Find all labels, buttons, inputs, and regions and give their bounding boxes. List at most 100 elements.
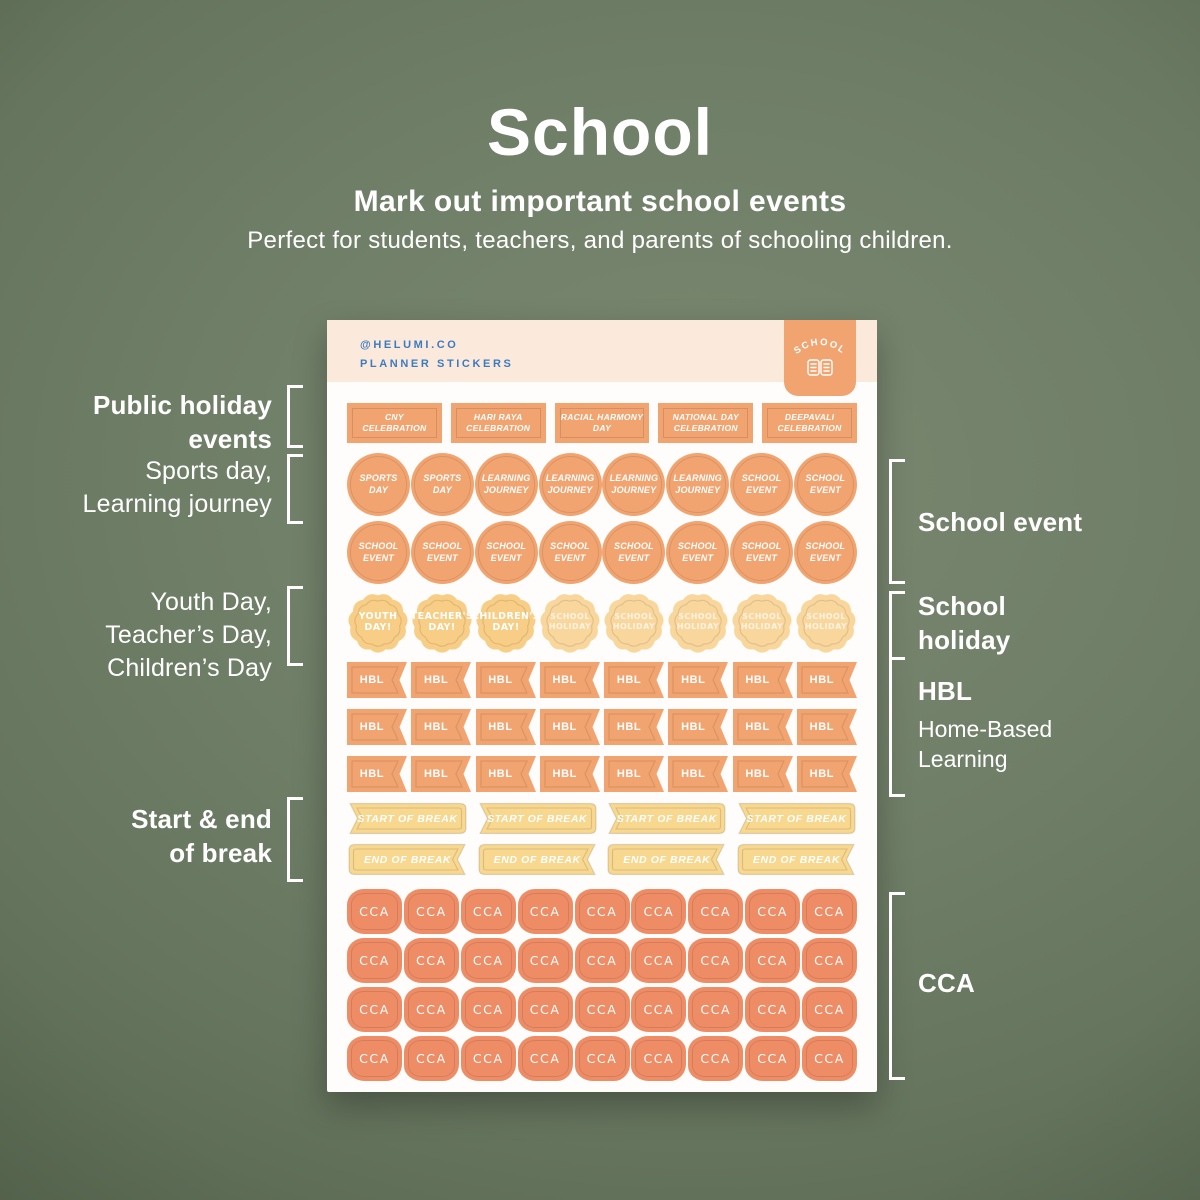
sticker-cca: CCA xyxy=(460,987,516,1032)
brand-product: PLANNER STICKERS xyxy=(360,357,514,370)
sticker-sports-day: SPORTS DAY xyxy=(410,453,474,516)
sticker-cca: CCA xyxy=(347,938,402,983)
page-title: School xyxy=(486,95,713,169)
bracket-public-holiday xyxy=(287,385,303,448)
annotation-line: HBL xyxy=(918,676,973,706)
annotation-youth-teachers-childrens-day: Youth Day, Teacher’s Day, Children’s Day xyxy=(105,586,272,685)
sticker-hbl: HBL xyxy=(604,709,665,745)
sticker-cca: CCA xyxy=(460,938,516,983)
sticker-hbl: HBL xyxy=(796,709,857,745)
sticker-end-of-break: END OF BREAK xyxy=(477,843,598,876)
sticker-hbl: HBL xyxy=(475,662,536,698)
sticker-cca: CCA xyxy=(688,889,744,934)
sticker-row-rect: CNY CELEBRATION HARI RAYA CELEBRATION RACI… xyxy=(327,403,877,443)
sticker-end-of-break: END OF BREAK xyxy=(736,843,857,876)
sticker-school-holiday: SCHOOL HOLIDAY xyxy=(539,589,601,655)
sticker-hbl: HBL xyxy=(732,756,793,792)
sticker-cca: CCA xyxy=(403,1036,459,1081)
sticker-cca: CCA xyxy=(517,938,573,983)
sticker-hbl: HBL xyxy=(732,662,793,698)
sticker-cca: CCA xyxy=(631,938,687,983)
sticker-start-of-break: START OF BREAK xyxy=(477,802,598,835)
annotation-school-event: School event xyxy=(918,505,1082,539)
annotation-line: holiday xyxy=(918,625,1011,655)
sticker-school-event: SCHOOL EVENT xyxy=(793,521,857,584)
sticker-deepavali-celebration: DEEPAVALI CELEBRATION xyxy=(762,403,857,443)
brand-text: @HELUMI.CO PLANNER STICKERS xyxy=(360,336,513,373)
sticker-cca: CCA xyxy=(688,1036,744,1081)
sticker-hbl: HBL xyxy=(796,662,857,698)
sticker-hbl: HBL xyxy=(411,709,472,745)
sticker-hari-raya-celebration: HARI RAYA CELEBRATION xyxy=(450,403,546,443)
annotation-start-end-of-break: Start & end of break xyxy=(131,802,272,870)
sticker-row-flag: HBL HBL HBL HBL HBL HBL HBL HBL xyxy=(327,709,877,745)
sticker-national-day-celebration: NATIONAL DAY CELEBRATION xyxy=(658,403,754,443)
sticker-start-of-break: START OF BREAK xyxy=(736,802,857,835)
sticker-cca: CCA xyxy=(403,889,459,934)
sticker-school-event: SCHOOL EVENT xyxy=(730,453,794,516)
annotation-public-holiday-events: Public holiday events xyxy=(93,388,272,456)
sticker-hbl: HBL xyxy=(732,709,793,745)
annotation-school-holiday: School holiday xyxy=(918,589,1010,657)
school-tab: SCHOOL xyxy=(784,320,856,396)
sticker-hbl: HBL xyxy=(347,709,407,745)
sticker-school-event: SCHOOL EVENT xyxy=(347,521,410,584)
sticker-row-notch-right: END OF BREAK END OF BREAK END OF BREAK END … xyxy=(327,843,877,876)
sticker-school-holiday: SCHOOL HOLIDAY xyxy=(731,589,793,655)
sticker-racial-harmony-day: RACIAL HARMONY DAY xyxy=(554,403,650,443)
annotation-line: Teacher’s Day, xyxy=(105,621,272,649)
sticker-cca: CCA xyxy=(631,889,687,934)
sticker-cca: CCA xyxy=(574,1036,630,1081)
annotation-line: Learning journey xyxy=(82,490,272,518)
sticker-cca: CCA xyxy=(802,1036,857,1081)
sticker-teachers-day: TEACHER'S DAY! xyxy=(411,589,473,655)
sticker-school-event: SCHOOL EVENT xyxy=(410,521,474,584)
sticker-hbl: HBL xyxy=(411,662,472,698)
sticker-school-event: SCHOOL EVENT xyxy=(538,521,602,584)
sticker-learning-journey: LEARNING JOURNEY xyxy=(666,453,730,516)
sticker-hbl: HBL xyxy=(411,756,472,792)
annotation-line: School xyxy=(918,591,1006,621)
sticker-cca: CCA xyxy=(517,987,573,1032)
sticker-school-event: SCHOOL EVENT xyxy=(602,521,666,584)
annotation-line: Sports day, xyxy=(145,457,272,485)
sticker-hbl: HBL xyxy=(668,756,729,792)
sticker-cca: CCA xyxy=(802,889,857,934)
annotation-hbl: HBL xyxy=(918,674,972,708)
page-description: Perfect for students, teachers, and pare… xyxy=(247,227,953,254)
sticker-school-event: SCHOOL EVENT xyxy=(793,453,857,516)
sticker-cca: CCA xyxy=(745,889,801,934)
annotation-sports-day-learning-journey: Sports day, Learning journey xyxy=(83,455,272,521)
bracket-hbl xyxy=(889,657,905,797)
annotation-line: Learning xyxy=(918,746,1008,772)
sticker-hbl: HBL xyxy=(604,662,665,698)
sticker-cca: CCA xyxy=(688,987,744,1032)
sticker-row-blob: CCA CCA CCA CCA CCA CCA CCA CCA CCA xyxy=(327,889,877,934)
bracket-school-holiday xyxy=(889,591,905,660)
sticker-row-circle: SPORTS DAY SPORTS DAY LEARNING JOURNEY LEAR… xyxy=(327,453,877,516)
sticker-sheet: @HELUMI.CO PLANNER STICKERS SCHOOL CNY C… xyxy=(327,320,877,1092)
sticker-row-flag: HBL HBL HBL HBL HBL HBL HBL HBL xyxy=(327,756,877,792)
sticker-learning-journey: LEARNING JOURNEY xyxy=(602,453,666,516)
sticker-hbl: HBL xyxy=(347,756,407,792)
sticker-school-event: SCHOOL EVENT xyxy=(474,521,538,584)
sticker-youth-day: YOUTH DAY! xyxy=(347,589,409,655)
annotation-home-based-learning: Home-Based Learning xyxy=(918,714,1052,774)
sticker-cca: CCA xyxy=(574,987,630,1032)
sticker-cca: CCA xyxy=(347,1036,402,1081)
bracket-sports-learning xyxy=(287,454,303,524)
annotation-line: events xyxy=(188,424,272,454)
sticker-cca: CCA xyxy=(403,987,459,1032)
sticker-row-blob: CCA CCA CCA CCA CCA CCA CCA CCA CCA xyxy=(327,938,877,983)
sticker-hbl: HBL xyxy=(668,709,729,745)
sticker-start-of-break: START OF BREAK xyxy=(606,802,727,835)
sticker-sports-day: SPORTS DAY xyxy=(347,453,410,516)
sticker-row-blob: CCA CCA CCA CCA CCA CCA CCA CCA CCA xyxy=(327,987,877,1032)
sticker-cca: CCA xyxy=(688,938,744,983)
sticker-hbl: HBL xyxy=(539,662,600,698)
sticker-school-event: SCHOOL EVENT xyxy=(666,521,730,584)
brand-handle: @HELUMI.CO xyxy=(360,339,459,351)
bracket-cca xyxy=(889,892,905,1080)
sticker-learning-journey: LEARNING JOURNEY xyxy=(474,453,538,516)
sticker-hbl: HBL xyxy=(475,756,536,792)
